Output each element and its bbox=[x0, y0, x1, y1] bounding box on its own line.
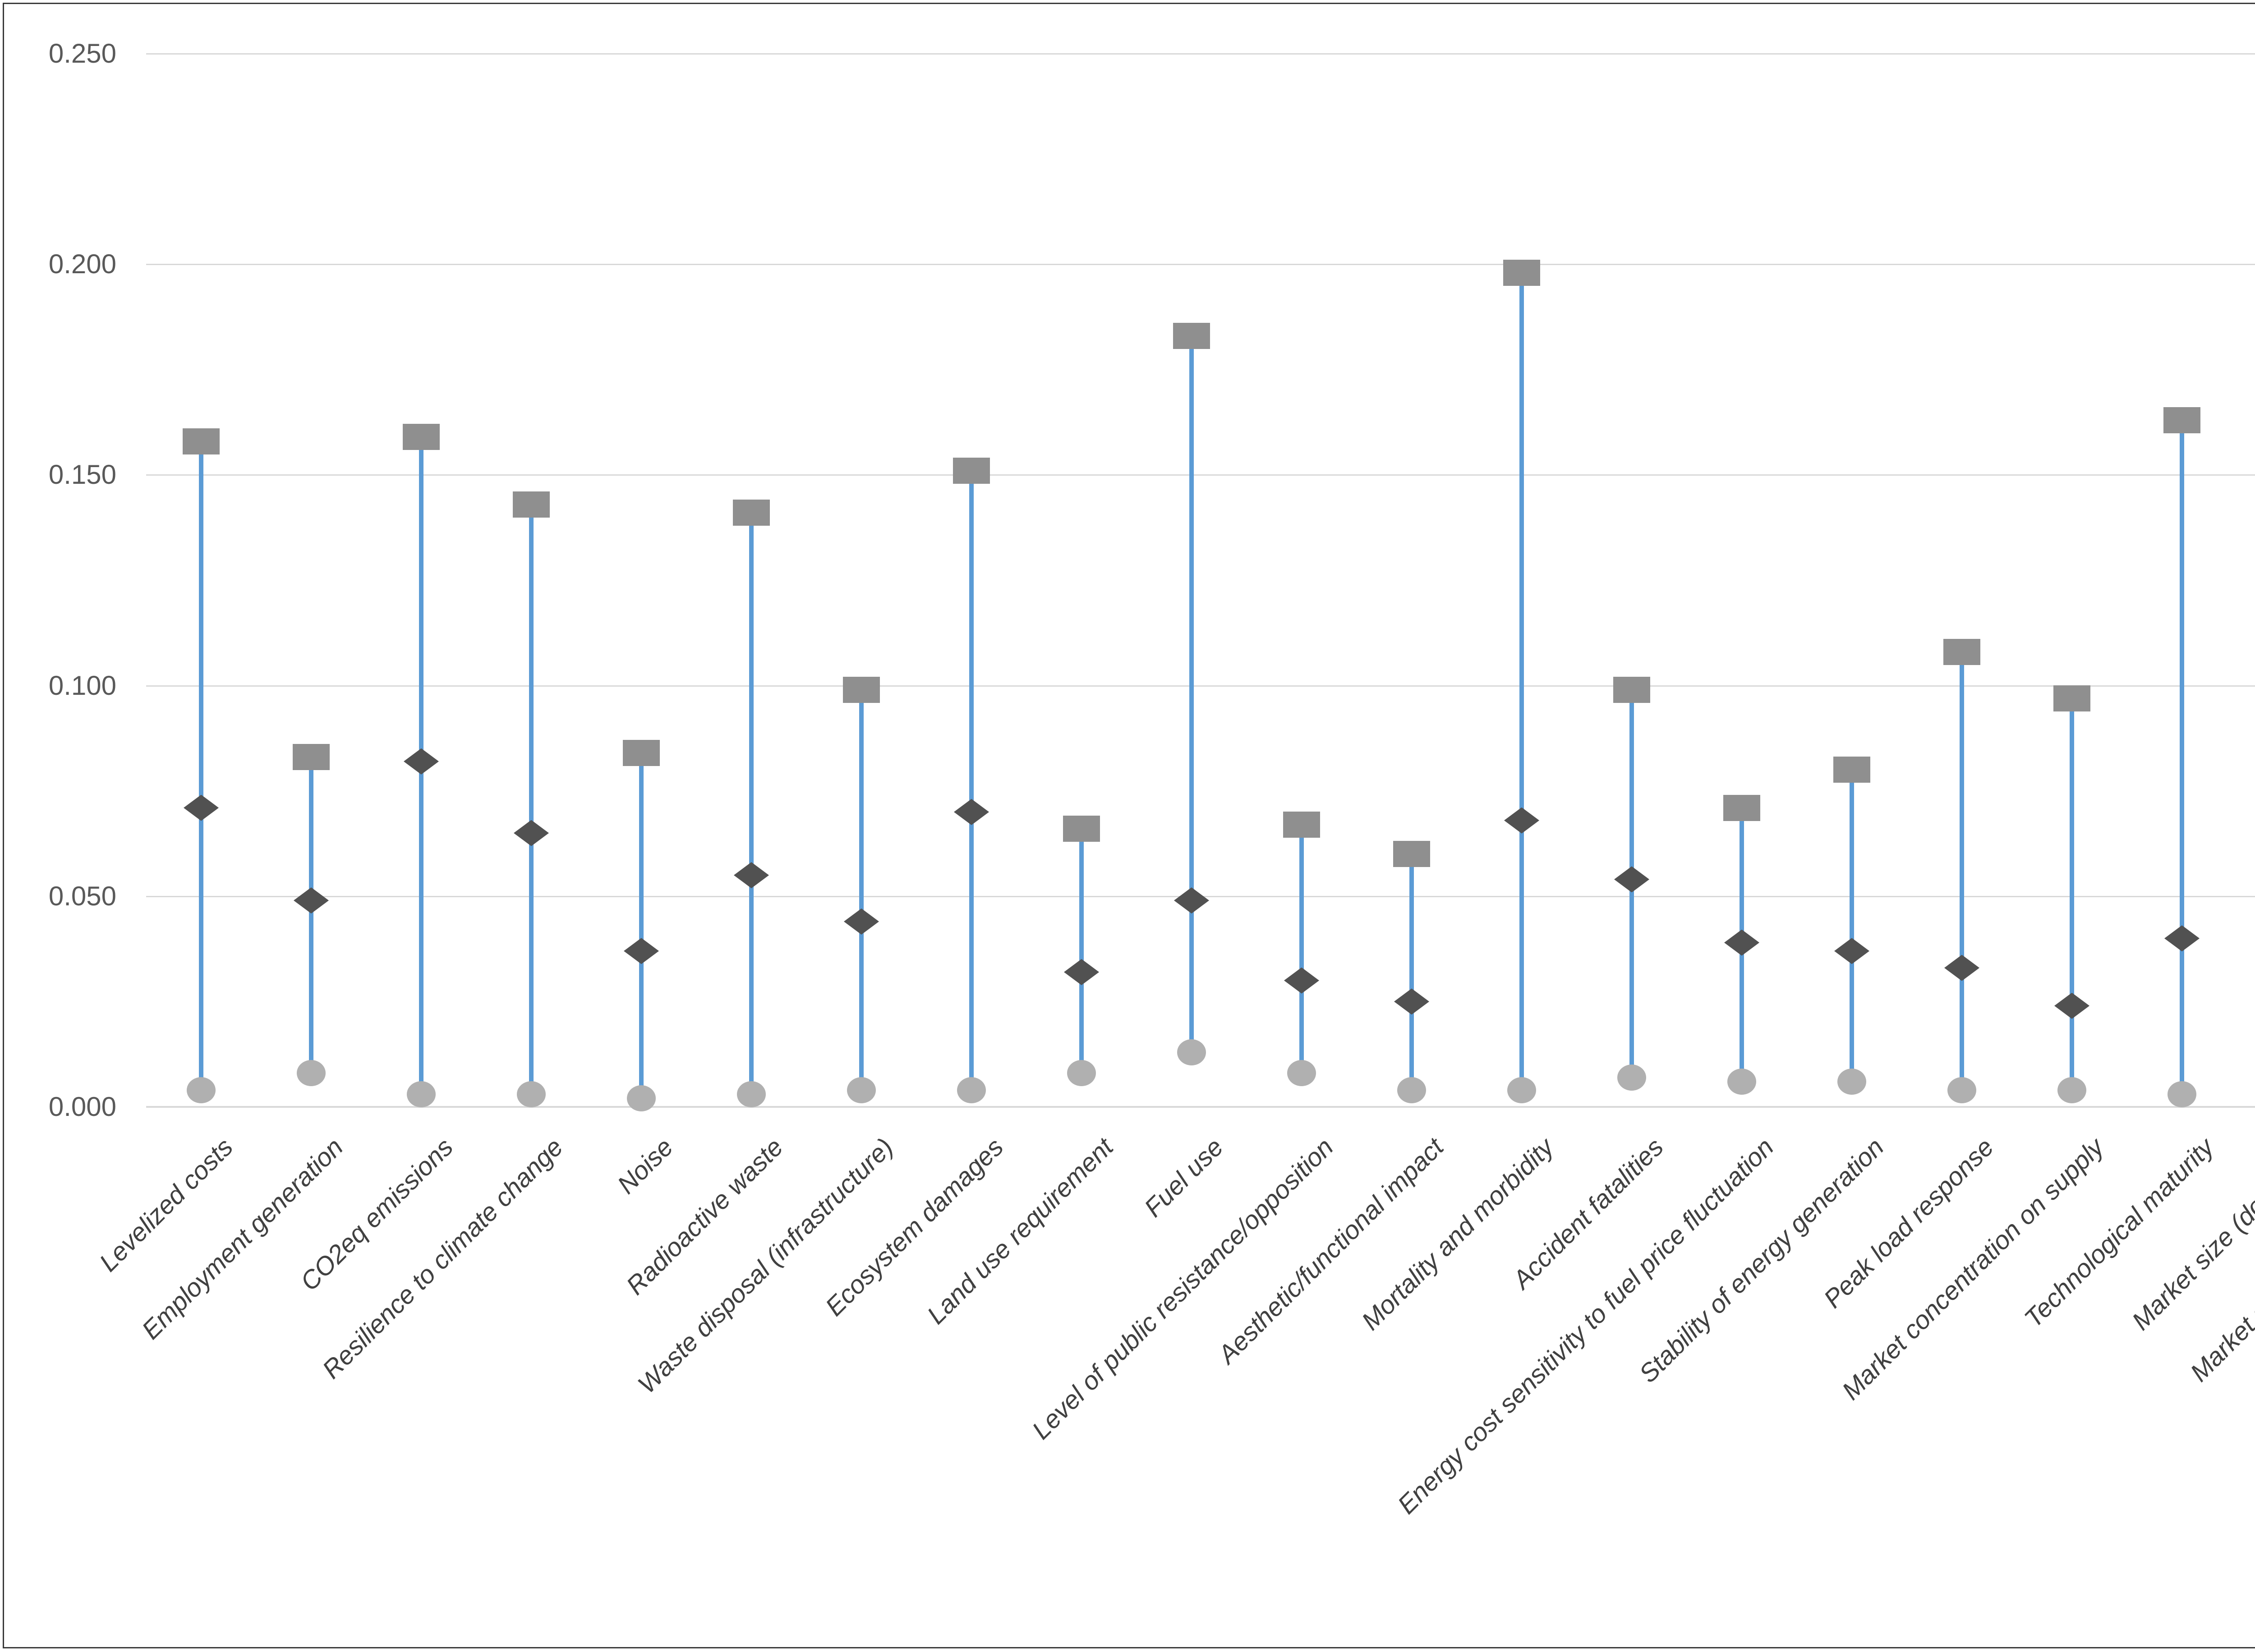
min-marker-circle bbox=[1947, 1077, 1976, 1103]
max-marker-square bbox=[843, 676, 880, 703]
x-category-label: Fuel use bbox=[1139, 1133, 1229, 1223]
average-marker-diamond bbox=[1724, 929, 1759, 956]
x-category-label: Land use requirement bbox=[921, 1133, 1119, 1330]
x-category-label: Technological maturity bbox=[2019, 1133, 2220, 1333]
min-max-connector-line bbox=[199, 441, 203, 1090]
min-max-connector-line bbox=[1409, 854, 1414, 1090]
min-marker-circle bbox=[737, 1081, 766, 1107]
min-marker-circle bbox=[517, 1081, 546, 1107]
x-category-label: Energy cost sensitivity to fuel price fl… bbox=[1392, 1133, 1780, 1520]
max-marker-square bbox=[1173, 323, 1210, 349]
min-max-connector-line bbox=[1299, 824, 1304, 1074]
x-axis-line bbox=[146, 1106, 2255, 1108]
average-marker-diamond bbox=[2164, 925, 2200, 952]
average-marker-diamond bbox=[1614, 866, 1649, 893]
y-tick-label: 0.100 bbox=[48, 670, 116, 701]
gridline bbox=[146, 264, 2255, 266]
max-marker-square bbox=[1943, 638, 1980, 665]
max-marker-square bbox=[1283, 811, 1320, 838]
average-marker-diamond bbox=[1284, 967, 1319, 994]
gridline bbox=[146, 53, 2255, 55]
average-marker-diamond bbox=[1504, 807, 1539, 834]
average-marker-diamond bbox=[954, 798, 989, 825]
x-category-label: Aesthetic/functional impact bbox=[1212, 1133, 1450, 1369]
x-category-label: Employment generation bbox=[136, 1133, 349, 1345]
min-marker-circle bbox=[297, 1060, 326, 1087]
average-marker-diamond bbox=[184, 794, 219, 821]
gridline bbox=[146, 474, 2255, 476]
min-marker-circle bbox=[1727, 1068, 1756, 1095]
y-tick-label: 0.000 bbox=[48, 1092, 116, 1122]
min-marker-circle bbox=[1287, 1060, 1316, 1087]
max-marker-square bbox=[293, 744, 330, 771]
average-marker-diamond bbox=[404, 748, 439, 775]
average-marker-diamond bbox=[1834, 938, 1869, 964]
chart-border bbox=[3, 3, 2255, 1648]
max-marker-square bbox=[403, 424, 440, 450]
min-max-connector-line bbox=[639, 753, 644, 1099]
average-marker-diamond bbox=[294, 887, 329, 914]
min-max-connector-line bbox=[1960, 652, 1964, 1090]
max-marker-square bbox=[513, 491, 550, 518]
min-marker-circle bbox=[1617, 1064, 1646, 1091]
min-max-connector-line bbox=[749, 513, 754, 1094]
min-marker-circle bbox=[2168, 1081, 2196, 1107]
min-marker-circle bbox=[1507, 1077, 1536, 1103]
min-marker-circle bbox=[187, 1077, 216, 1103]
min-max-connector-line bbox=[2180, 420, 2184, 1094]
min-marker-circle bbox=[407, 1081, 436, 1107]
min-marker-circle bbox=[2057, 1077, 2086, 1103]
max-marker-square bbox=[1393, 841, 1430, 867]
min-max-connector-line bbox=[1519, 272, 1524, 1090]
min-marker-circle bbox=[1177, 1039, 1206, 1065]
max-marker-square bbox=[953, 458, 990, 484]
y-tick-label: 0.050 bbox=[48, 881, 116, 911]
average-marker-diamond bbox=[1394, 988, 1429, 1015]
min-marker-circle bbox=[1837, 1068, 1866, 1095]
max-marker-square bbox=[1613, 676, 1650, 703]
min-max-connector-line bbox=[859, 689, 864, 1090]
min-max-connector-line bbox=[309, 757, 313, 1074]
min-max-connector-line bbox=[1189, 336, 1194, 1052]
average-marker-diamond bbox=[1064, 959, 1099, 985]
y-tick-label: 0.200 bbox=[48, 249, 116, 280]
min-marker-circle bbox=[627, 1085, 656, 1112]
x-category-label: Resilience to climate change bbox=[317, 1133, 569, 1385]
gridline bbox=[146, 685, 2255, 687]
max-marker-square bbox=[1723, 794, 1760, 821]
min-max-connector-line bbox=[1850, 770, 1854, 1082]
max-marker-square bbox=[1503, 259, 1540, 286]
y-tick-label: 0.250 bbox=[48, 38, 116, 69]
average-marker-diamond bbox=[1944, 954, 1979, 981]
min-marker-circle bbox=[1397, 1077, 1426, 1103]
average-marker-diamond bbox=[1174, 887, 1209, 914]
x-category-label: Ecosystem damages bbox=[819, 1133, 1009, 1322]
average-marker-diamond bbox=[734, 862, 769, 889]
max-marker-square bbox=[733, 500, 770, 526]
average-marker-diamond bbox=[2054, 992, 2089, 1019]
max-marker-square bbox=[2053, 685, 2090, 711]
min-marker-circle bbox=[957, 1077, 986, 1103]
min-marker-circle bbox=[1067, 1060, 1096, 1087]
max-marker-square bbox=[2163, 407, 2200, 433]
x-category-label: Mortality and morbidity bbox=[1356, 1133, 1560, 1336]
average-marker-diamond bbox=[624, 938, 659, 964]
average-marker-diamond bbox=[514, 820, 549, 846]
x-category-label: Noise bbox=[612, 1133, 679, 1200]
max-marker-square bbox=[183, 428, 220, 454]
y-tick-label: 0.150 bbox=[48, 459, 116, 490]
average-marker-diamond bbox=[844, 908, 879, 935]
min-max-connector-line bbox=[529, 504, 534, 1094]
min-max-connector-line bbox=[969, 471, 974, 1090]
max-marker-square bbox=[1833, 757, 1870, 783]
max-marker-square bbox=[623, 740, 660, 766]
min-max-connector-line bbox=[1079, 829, 1084, 1074]
max-marker-square bbox=[1063, 816, 1100, 842]
min-marker-circle bbox=[847, 1077, 876, 1103]
min-max-connector-line bbox=[2070, 698, 2074, 1090]
